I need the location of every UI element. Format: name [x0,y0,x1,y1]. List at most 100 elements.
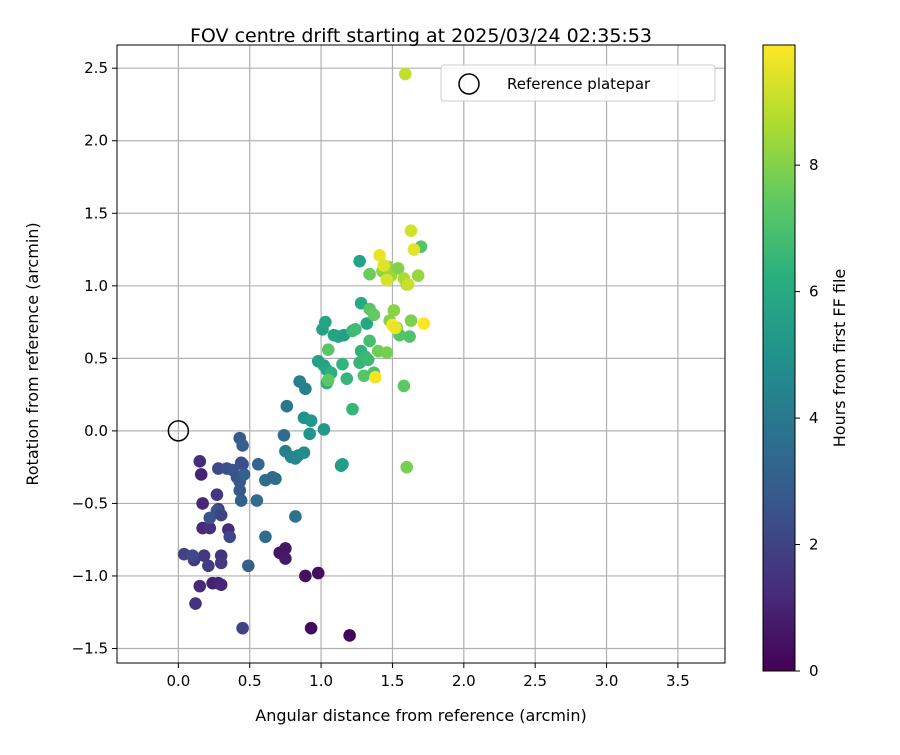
data-point [203,511,217,525]
y-tick-label: 1.0 [84,277,108,295]
data-point [214,578,228,591]
colorbar-tick-label: 2 [809,536,819,554]
data-point [367,308,381,322]
data-point [349,323,362,336]
data-point [251,457,265,471]
y-tick-label: −0.5 [72,494,108,512]
y-axis-ticks: −1.5 −1.0 −0.5 0.0 0.5 1.0 1.5 2.0 2.5 [72,59,117,657]
data-point [357,369,371,383]
colorbar: 0 2 4 6 8 Hours from first FF file [762,44,849,680]
data-point [343,629,356,642]
data-point [377,259,391,272]
data-point [277,428,291,442]
data-point [189,597,202,610]
plot-frame [116,44,726,664]
data-point [196,497,209,510]
data-point [197,549,211,562]
data-point [242,559,255,573]
chart-title: FOV centre drift starting at 2025/03/24 … [190,25,652,47]
colorbar-ticks: 0 2 4 6 8 [795,156,819,680]
data-point [279,552,292,565]
data-point [361,353,375,367]
data-point [304,414,318,428]
x-tick-label: 3.0 [595,672,619,690]
y-tick-label: 0.0 [84,422,108,440]
data-point [336,457,349,471]
data-point [417,317,431,330]
data-point [389,321,402,335]
data-point [269,472,282,486]
data-point [411,269,425,282]
data-point [401,278,415,291]
data-point [237,468,251,481]
data-point [336,357,349,371]
data-point [363,267,376,281]
data-point [193,455,207,468]
data-point [360,317,374,330]
y-tick-label: 2.0 [84,132,108,150]
y-tick-label: 2.5 [84,59,108,77]
data-point [214,556,228,570]
x-tick-label: 0.0 [166,672,190,690]
x-tick-label: 2.0 [452,672,476,690]
data-point [236,457,249,471]
data-point [304,621,318,635]
data-point [223,530,237,544]
data-point [380,346,394,359]
data-point [369,370,382,384]
y-tick-label: −1.0 [72,567,108,585]
data-point [373,249,386,262]
data-point [404,314,418,327]
y-tick-label: 0.5 [84,349,108,367]
legend: Reference platepar [440,64,716,102]
colorbar-tick-label: 0 [809,662,819,680]
data-point [280,399,294,413]
data-point [202,559,215,573]
reference-platepar-marker [167,420,190,442]
y-tick-label: 1.5 [84,204,108,222]
legend-box [440,64,716,102]
x-axis-ticks: 0.0 0.5 1.0 1.5 2.0 2.5 3.0 3.5 [166,663,690,690]
data-point [321,373,335,387]
data-point [233,484,247,497]
legend-marker [458,73,480,95]
data-point [234,494,248,507]
y-axis-label: Rotation from reference (arcmin) [23,222,42,485]
data-point [399,67,412,81]
x-tick-label: 0.5 [238,672,262,690]
colorbar-gradient [762,44,796,672]
data-point [340,372,354,385]
data-point [391,262,405,275]
data-point [387,304,401,317]
data-point [380,273,394,287]
data-point [297,446,311,459]
colorbar-tick-label: 4 [809,409,819,427]
data-point [289,510,302,523]
data-point [250,494,264,507]
data-point [193,579,207,593]
data-point [400,460,414,474]
legend-label: Reference platepar [507,75,651,93]
data-point [319,315,332,329]
data-point [186,549,199,562]
data-point [259,530,272,544]
data-point [317,423,331,436]
data-point [353,254,366,268]
data-point [236,621,249,635]
data-point [403,330,416,343]
data-point [194,468,208,481]
x-tick-label: 1.5 [381,672,405,690]
colorbar-label: Hours from first FF file [830,269,849,448]
data-point [407,243,421,256]
colorbar-tick-label: 8 [809,156,819,174]
data-point [404,224,418,237]
x-tick-label: 1.0 [309,672,333,690]
data-point [346,402,359,416]
data-point [363,334,376,348]
data-point [299,382,312,396]
data-point [299,569,312,583]
data-point [321,343,335,356]
data-point [203,521,217,535]
